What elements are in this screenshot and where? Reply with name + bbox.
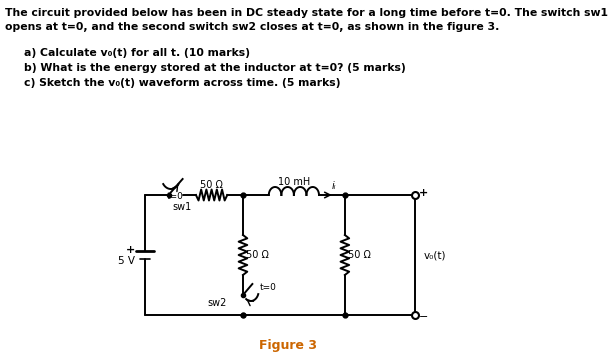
Text: 50 Ω: 50 Ω (348, 250, 370, 260)
Text: +: + (126, 245, 135, 255)
Text: c) Sketch the v₀(t) waveform across time. (5 marks): c) Sketch the v₀(t) waveform across time… (23, 78, 340, 88)
Text: opens at t=0, and the second switch sw2 closes at t=0, as shown in the figure 3.: opens at t=0, and the second switch sw2 … (5, 22, 499, 32)
Text: 50 Ω: 50 Ω (200, 180, 223, 190)
Text: +: + (419, 188, 428, 198)
Text: −: − (419, 312, 428, 322)
Text: a) Calculate v₀(t) for all t. (10 marks): a) Calculate v₀(t) for all t. (10 marks) (23, 48, 249, 58)
Text: The circuit provided below has been in DC steady state for a long time before t=: The circuit provided below has been in D… (5, 8, 607, 18)
Text: iₗ: iₗ (332, 181, 336, 191)
Text: t=0: t=0 (260, 282, 277, 291)
Text: Figure 3: Figure 3 (259, 339, 317, 352)
Text: 5 V: 5 V (118, 256, 135, 266)
Text: 10 mH: 10 mH (278, 177, 310, 187)
Text: b) What is the energy stored at the inductor at t=0? (5 marks): b) What is the energy stored at the indu… (23, 63, 405, 73)
Text: v₀(t): v₀(t) (423, 250, 446, 260)
Text: sw2: sw2 (208, 298, 227, 308)
Text: t=0: t=0 (166, 192, 183, 200)
Text: sw1: sw1 (172, 202, 192, 212)
Text: 50 Ω: 50 Ω (246, 250, 268, 260)
